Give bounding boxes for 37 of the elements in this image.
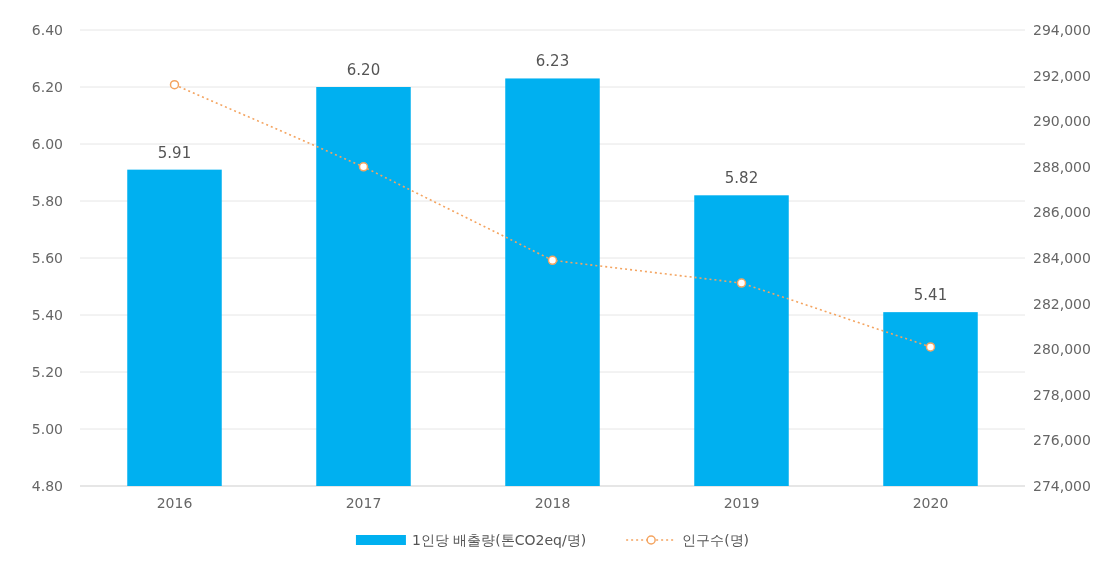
point <box>358 162 369 172</box>
y-tick-label: 5.40 <box>31 307 63 323</box>
y-tick-label: 6.00 <box>31 136 63 152</box>
y-tick-label: 6.40 <box>31 22 63 38</box>
y-tick-label: 5.00 <box>31 421 63 437</box>
x-tick-label: 2018 <box>534 495 571 511</box>
data-label: 5.41 <box>913 286 948 305</box>
legend-label: 인구수(명) <box>682 532 750 548</box>
y2-tick-label: 282,000 <box>1033 295 1091 312</box>
data-label: 5.91 <box>157 143 192 162</box>
y2-tick-label: 280,000 <box>1033 341 1091 358</box>
x-tick-label: 2016 <box>156 495 193 511</box>
y-tick-label: 5.60 <box>31 250 63 266</box>
y2-tick-label: 284,000 <box>1033 250 1091 266</box>
x-tick-label: 2017 <box>345 495 382 511</box>
y-tick-label: 4.80 <box>31 478 63 494</box>
y2-tick-label: 288,000 <box>1033 158 1091 175</box>
x-tick-label: 2019 <box>723 495 760 511</box>
point <box>925 342 936 352</box>
y2-tick-label: 290,000 <box>1033 113 1091 130</box>
y2-tick-label: 294,000 <box>1033 22 1091 38</box>
x-tick-label: 2020 <box>912 495 949 511</box>
y2-tick-label: 274,000 <box>1033 478 1091 494</box>
y-tick-label: 6.20 <box>31 79 63 95</box>
y2-tick-label: 276,000 <box>1033 432 1091 449</box>
y2-tick-label: 278,000 <box>1033 386 1091 403</box>
point <box>169 79 180 90</box>
y-tick-label: 5.20 <box>31 364 63 380</box>
point <box>547 255 558 266</box>
point <box>736 278 747 288</box>
y2-tick-label: 292,000 <box>1033 67 1091 84</box>
data-label: 5.82 <box>724 169 759 188</box>
legend-label: 1인당 배출량(톤CO2eq/명) <box>411 532 587 548</box>
data-label: 6.23 <box>535 52 570 71</box>
y2-tick-label: 286,000 <box>1033 204 1091 221</box>
y-tick-label: 5.80 <box>31 193 63 209</box>
data-label: 6.20 <box>346 61 381 79</box>
